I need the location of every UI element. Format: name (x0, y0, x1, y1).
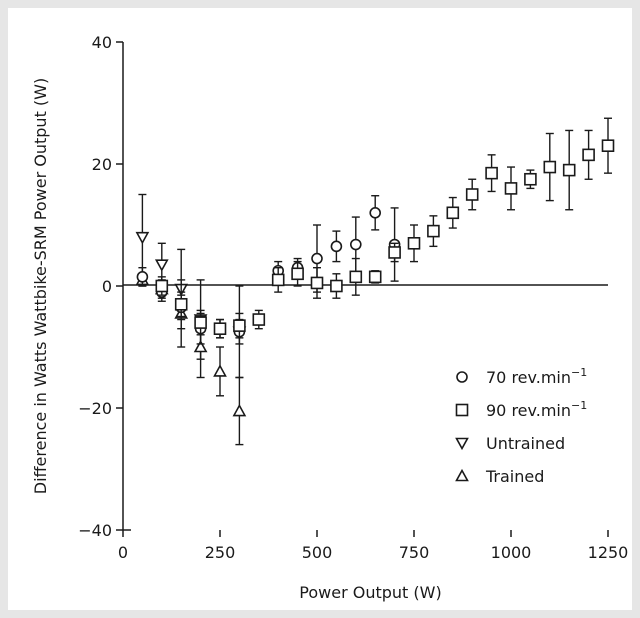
chart-panel (8, 8, 632, 610)
data-layer (135, 117, 615, 446)
legend: 70 rev.min−1 90 rev.min−1 Untrained Trained (455, 366, 587, 486)
trained-point (193, 339, 208, 353)
y-tick-label: −40 (78, 521, 112, 540)
90-rev-min-point (446, 206, 460, 220)
90-rev-min-point (601, 139, 615, 152)
70-rev-min-point (349, 238, 362, 251)
legend-label-untrained: Untrained (486, 434, 565, 453)
90-rev-min-point (252, 313, 266, 326)
y-tick-label: 40 (92, 33, 112, 52)
x-tick-label: 1250 (588, 543, 629, 562)
legend-marker-90-rev-min (455, 403, 469, 417)
untrained-point (135, 231, 150, 245)
y-axis-label: Difference in Watts Wattbike-SRM Power O… (31, 78, 50, 494)
x-tick-label: 250 (205, 543, 236, 562)
trained-point (232, 403, 247, 417)
90-rev-min-point (194, 316, 207, 329)
legend-label-70-rev-min: 70 rev.min−1 (486, 366, 587, 387)
90-rev-min-point (174, 297, 188, 311)
90-rev-min-point (524, 172, 537, 186)
x-tick-label: 1000 (491, 543, 532, 562)
legend-marker-trained (455, 468, 469, 482)
90-rev-min-point (330, 279, 343, 293)
70-rev-min-point (369, 207, 382, 219)
70-rev-min-point (311, 252, 323, 265)
90-rev-min-point (213, 322, 227, 336)
axes: −40 −20 0 20 40 0 250 500 750 1000 1250 Power Outpu… (31, 33, 628, 602)
legend-marker-70-rev-min (456, 371, 468, 383)
trained-point (213, 364, 227, 377)
x-tick-label: 0 (118, 543, 128, 562)
legend-label-superscript: −1 (571, 399, 587, 412)
legend-label-superscript: −1 (571, 366, 587, 379)
90-rev-min-point (427, 224, 440, 238)
70-rev-min-point (330, 240, 343, 253)
90-rev-min-point (155, 279, 169, 293)
70-rev-min-point (136, 271, 149, 283)
90-rev-min-point (388, 246, 401, 259)
90-rev-min-point (582, 148, 595, 162)
90-rev-min-point (485, 166, 498, 180)
90-rev-min-point (349, 270, 363, 284)
90-rev-min-point (291, 267, 304, 281)
90-rev-min-point (368, 270, 382, 284)
legend-label-trained: Trained (485, 467, 544, 486)
90-rev-min-point (233, 319, 246, 332)
90-rev-min-point (407, 237, 421, 250)
90-rev-min-point (310, 276, 324, 290)
x-tick-label: 500 (302, 543, 333, 562)
untrained-point (154, 259, 169, 272)
x-axis-label: Power Output (W) (299, 583, 441, 602)
x-tick-label: 750 (399, 543, 430, 562)
90-rev-min-point (465, 188, 479, 201)
90-rev-min-point (271, 273, 285, 287)
90-rev-min-point (504, 182, 518, 195)
y-tick-label: −20 (78, 399, 112, 418)
90-rev-min-point (562, 163, 576, 177)
legend-marker-untrained (455, 437, 469, 451)
90-rev-min-point (543, 160, 557, 174)
legend-label-90-rev-min: 90 rev.min−1 (486, 399, 587, 420)
y-tick-label: 20 (92, 155, 112, 174)
y-tick-label: 0 (102, 277, 112, 296)
